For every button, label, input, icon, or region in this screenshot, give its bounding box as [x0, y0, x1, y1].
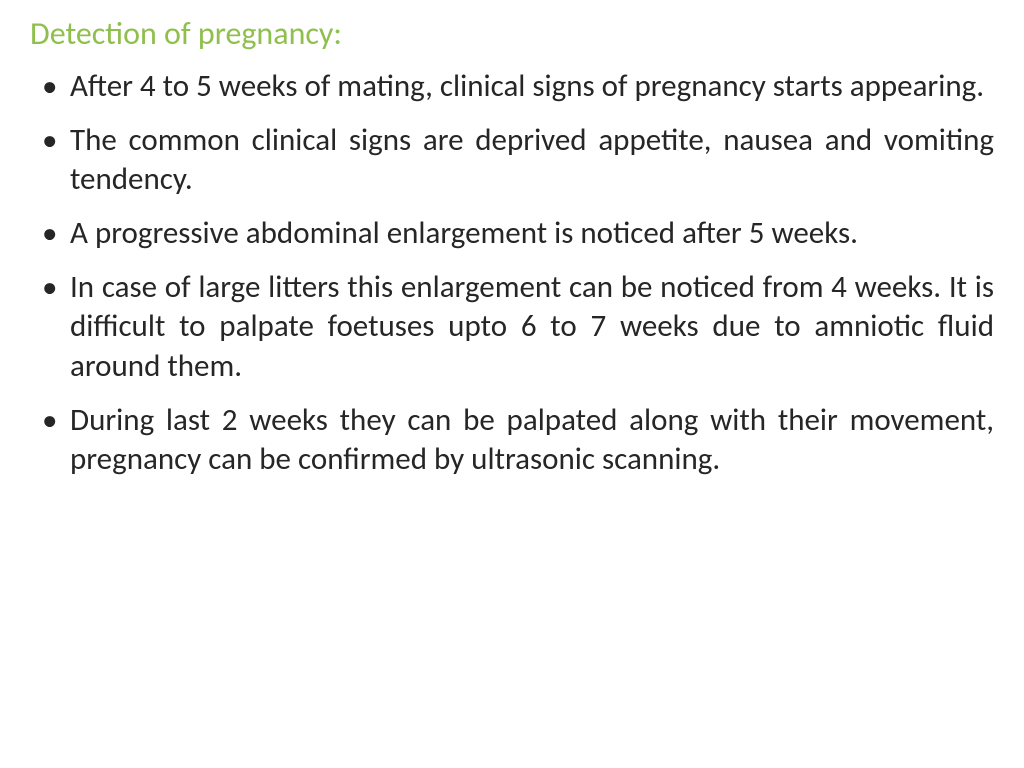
bullet-list: After 4 to 5 weeks of mating, clinical s… [30, 67, 994, 480]
list-item: After 4 to 5 weeks of mating, clinical s… [30, 67, 994, 107]
list-item: During last 2 weeks they can be palpated… [30, 401, 994, 480]
list-item: A progressive abdominal enlargement is n… [30, 214, 994, 254]
list-item: The common clinical signs are deprived a… [30, 121, 994, 200]
slide-title: Detection of pregnancy: [30, 14, 994, 53]
list-item: In case of large litters this enlargemen… [30, 268, 994, 387]
